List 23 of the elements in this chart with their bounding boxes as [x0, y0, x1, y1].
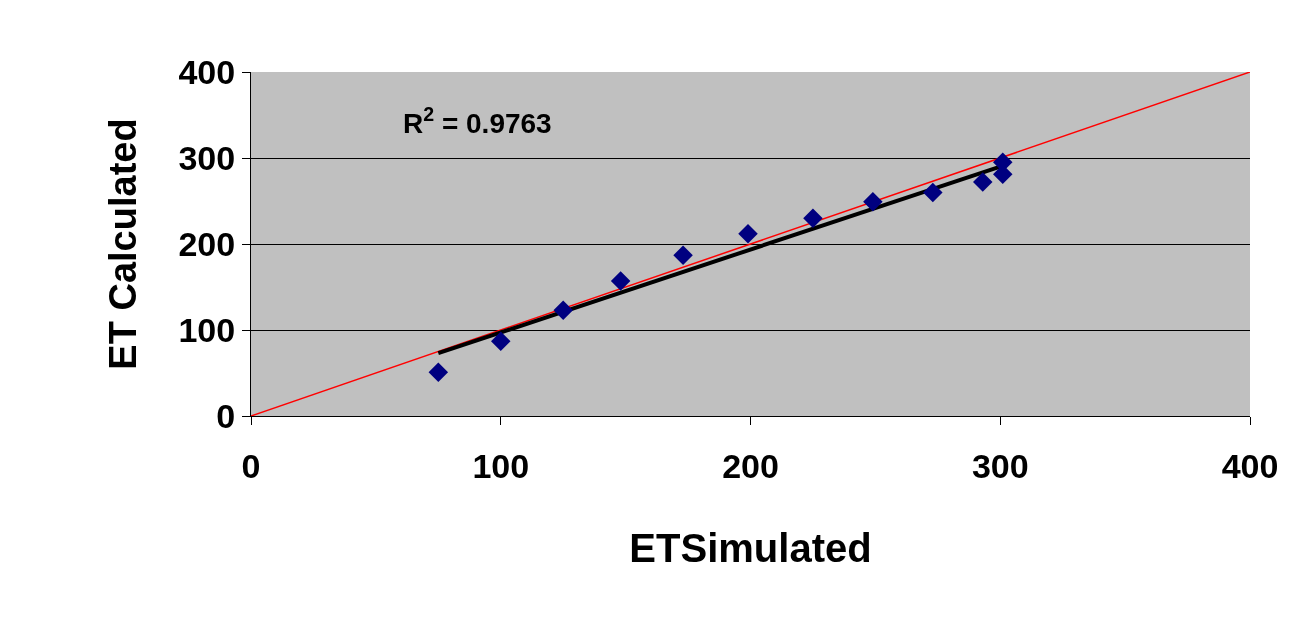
x-tick-label: 300 — [971, 446, 1029, 485]
x-tick-label: 100 — [472, 446, 530, 485]
point — [738, 223, 758, 244]
y-axis-title: ET Calculated — [101, 118, 144, 370]
point — [610, 271, 631, 291]
y-tick-label: 300 — [178, 138, 236, 177]
point — [673, 245, 693, 265]
point — [428, 362, 449, 382]
x-tick-label: 0 — [241, 446, 261, 485]
y-tick-label: 400 — [178, 52, 236, 91]
point — [803, 208, 823, 228]
point — [923, 182, 943, 203]
point — [973, 172, 993, 192]
y-tick-label: 100 — [178, 310, 236, 349]
x-tick-label: 400 — [1221, 446, 1279, 485]
y-tick-label: 200 — [178, 224, 236, 263]
x-axis-title: ETSimulated — [629, 526, 872, 571]
point — [491, 331, 511, 351]
annotation: R$^{2}$ = 0.9763 — [403, 103, 552, 139]
point — [553, 300, 573, 320]
y-tick-label: 0 — [216, 396, 236, 435]
point — [863, 192, 883, 212]
x-tick-label: 200 — [722, 446, 779, 485]
